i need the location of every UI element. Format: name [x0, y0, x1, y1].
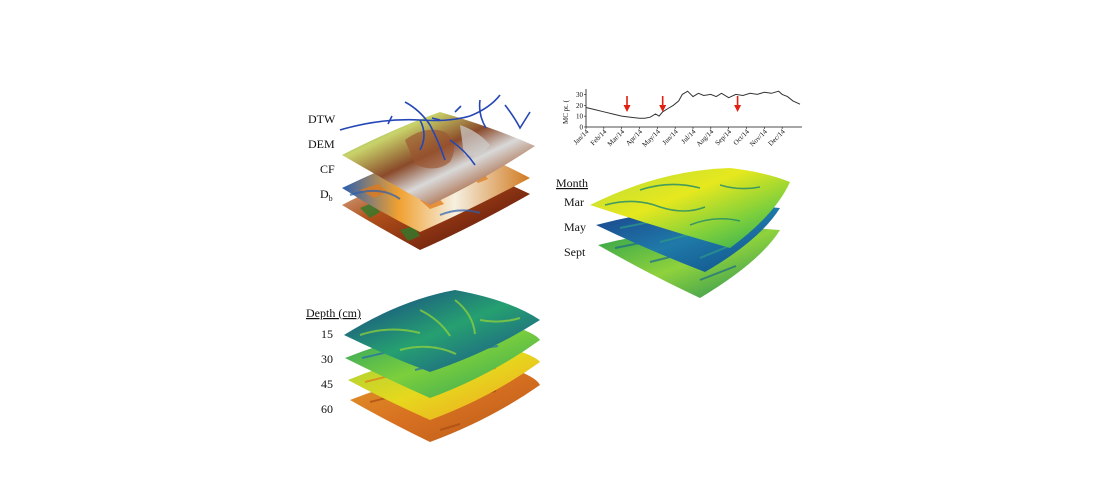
chart-xtick-label: Sep/14 [714, 127, 734, 147]
chart-xtick-label: Aug/14 [695, 127, 716, 148]
layer-label-sept: Sept [564, 245, 586, 259]
layer-label-dtw: DTW [308, 112, 336, 126]
chart-ytick-label: 10 [576, 113, 584, 121]
layer-label-45: 45 [321, 377, 333, 391]
chart-ytick-label: 20 [576, 102, 584, 110]
chart-xtick-label: Feb/14 [589, 127, 609, 147]
chart-xtick-label: Jun/14 [661, 127, 680, 146]
chart-ylabel: MC pt. ( [562, 99, 570, 124]
chart-ytick-label: 30 [576, 91, 584, 99]
depth-header: Depth (cm) [306, 306, 361, 320]
layer-label-mar: Mar [564, 195, 584, 209]
layer-label-db: Db [320, 187, 333, 203]
month-header: Month [556, 176, 588, 190]
chart-ytick-label: 0 [580, 124, 584, 132]
layer-label-db-main: D [320, 187, 329, 201]
layer-label-30: 30 [321, 352, 333, 366]
layer-label-may: May [564, 220, 586, 234]
panel-c: Depth (cm) 15 30 45 60 [306, 290, 540, 442]
chart-xtick-label: Dec/14 [767, 127, 787, 147]
layer-label-cf: CF [320, 162, 335, 176]
dtw-stream-network [339, 94, 531, 166]
chart-xtick-label: Jan/14 [572, 127, 591, 146]
red-arrow-annotation [623, 96, 631, 112]
layer-label-db-subscript: b [329, 194, 333, 203]
layer-label-60: 60 [321, 402, 333, 416]
panel-b: Month Mar May Sept [556, 168, 790, 298]
depth-15-map-layer [344, 290, 540, 372]
chart-xtick-label: Nov/14 [748, 127, 769, 148]
chart-xtick-label: May/14 [641, 127, 662, 148]
layer-label-15: 15 [321, 327, 333, 341]
red-arrow-annotation [659, 96, 667, 112]
chart-xtick-label: Mar/14 [606, 127, 627, 148]
red-arrow-annotation [734, 96, 742, 112]
layer-label-dem: DEM [308, 137, 335, 151]
chart-series-line [585, 90, 801, 119]
panel-a: DTW DEM CF Db [308, 94, 535, 250]
